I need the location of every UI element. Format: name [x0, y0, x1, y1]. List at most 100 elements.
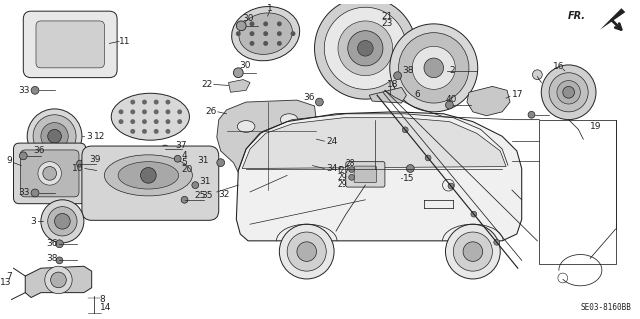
Text: 6: 6	[414, 90, 420, 99]
Circle shape	[448, 183, 454, 189]
Text: 36: 36	[303, 93, 314, 102]
Circle shape	[154, 119, 159, 124]
Circle shape	[217, 159, 225, 167]
Circle shape	[453, 232, 492, 271]
Circle shape	[48, 130, 61, 143]
Circle shape	[142, 109, 147, 114]
Polygon shape	[217, 100, 317, 190]
Circle shape	[549, 73, 588, 112]
Circle shape	[38, 162, 61, 185]
Circle shape	[338, 21, 393, 76]
Text: 26: 26	[205, 107, 217, 116]
Circle shape	[263, 41, 268, 46]
Circle shape	[277, 31, 282, 36]
Ellipse shape	[118, 162, 179, 189]
Circle shape	[424, 58, 444, 78]
Circle shape	[131, 109, 135, 114]
Polygon shape	[236, 112, 522, 241]
Text: f27: f27	[338, 166, 350, 175]
Circle shape	[494, 239, 500, 245]
Circle shape	[166, 109, 170, 114]
Text: 38: 38	[46, 254, 58, 263]
FancyBboxPatch shape	[20, 150, 79, 197]
Text: 15: 15	[403, 174, 414, 183]
Text: 30: 30	[242, 14, 253, 24]
Text: 31: 31	[199, 177, 211, 186]
Text: 34: 34	[326, 164, 338, 173]
Text: 7: 7	[6, 271, 12, 280]
Text: 28: 28	[346, 159, 355, 168]
Circle shape	[236, 31, 241, 36]
Circle shape	[131, 119, 135, 124]
Circle shape	[31, 86, 39, 94]
Circle shape	[166, 119, 170, 124]
Circle shape	[234, 68, 243, 78]
Text: 36: 36	[33, 146, 45, 155]
Text: 12: 12	[93, 132, 105, 141]
Circle shape	[142, 119, 147, 124]
Circle shape	[31, 189, 39, 197]
Circle shape	[250, 41, 255, 46]
Circle shape	[51, 272, 67, 288]
Circle shape	[287, 232, 326, 271]
Circle shape	[541, 65, 596, 120]
Text: SE03-8160BB: SE03-8160BB	[580, 303, 631, 312]
Text: 30: 30	[239, 61, 251, 70]
Text: 31: 31	[198, 156, 209, 165]
Polygon shape	[25, 266, 92, 298]
Text: FR.: FR.	[568, 11, 586, 21]
Text: 35: 35	[201, 191, 212, 200]
Circle shape	[263, 21, 268, 26]
Circle shape	[118, 109, 124, 114]
Circle shape	[316, 98, 323, 106]
Circle shape	[166, 129, 170, 134]
Polygon shape	[242, 118, 506, 168]
Circle shape	[56, 240, 63, 248]
Text: 16: 16	[553, 63, 564, 71]
Circle shape	[412, 46, 455, 89]
Circle shape	[166, 100, 170, 105]
Text: 22: 22	[202, 80, 213, 89]
Text: 29: 29	[338, 180, 348, 189]
Circle shape	[141, 167, 156, 183]
Circle shape	[154, 129, 159, 134]
Circle shape	[406, 165, 414, 173]
Text: 9: 9	[7, 156, 12, 165]
Circle shape	[403, 127, 408, 133]
Circle shape	[56, 257, 63, 264]
Circle shape	[263, 31, 268, 36]
Circle shape	[45, 266, 72, 293]
Circle shape	[445, 101, 453, 109]
Circle shape	[250, 31, 255, 36]
Circle shape	[348, 31, 383, 66]
Text: 14: 14	[99, 303, 111, 312]
Polygon shape	[369, 87, 406, 103]
Circle shape	[349, 174, 355, 180]
Text: 21: 21	[381, 11, 392, 20]
Text: 4: 4	[182, 151, 188, 160]
Circle shape	[177, 109, 182, 114]
Circle shape	[43, 167, 56, 180]
Circle shape	[358, 41, 373, 56]
Ellipse shape	[280, 114, 298, 125]
Circle shape	[277, 41, 282, 46]
Circle shape	[250, 21, 255, 26]
Text: 8: 8	[99, 295, 105, 304]
Ellipse shape	[104, 155, 193, 196]
Circle shape	[174, 155, 181, 162]
Text: 37: 37	[176, 141, 188, 150]
Text: 40: 40	[445, 95, 457, 104]
Circle shape	[425, 155, 431, 161]
Ellipse shape	[111, 93, 189, 140]
Text: 2: 2	[449, 66, 455, 75]
Ellipse shape	[286, 150, 304, 162]
Circle shape	[528, 111, 535, 118]
Circle shape	[324, 7, 406, 89]
Circle shape	[463, 242, 483, 261]
Circle shape	[557, 81, 580, 104]
Circle shape	[118, 119, 124, 124]
Text: 23: 23	[381, 19, 392, 28]
FancyBboxPatch shape	[354, 166, 376, 183]
Text: 39: 39	[90, 155, 101, 164]
Circle shape	[131, 100, 135, 105]
